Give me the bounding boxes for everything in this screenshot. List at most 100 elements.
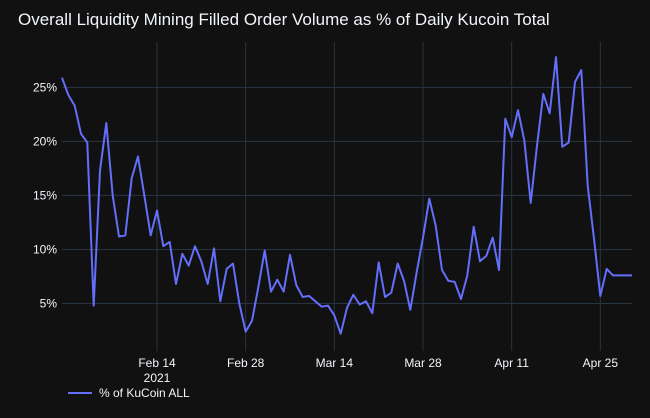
data-point[interactable]: [216, 297, 224, 305]
data-point[interactable]: [495, 266, 503, 274]
x-tick-label: Feb 14: [138, 356, 176, 370]
data-point[interactable]: [267, 288, 275, 296]
data-point[interactable]: [571, 78, 579, 86]
x-tick-sublabel: 2021: [144, 371, 171, 385]
data-point[interactable]: [254, 283, 262, 291]
data-point[interactable]: [77, 130, 85, 138]
data-point[interactable]: [71, 102, 79, 110]
data-point[interactable]: [413, 268, 421, 276]
data-point[interactable]: [210, 244, 218, 252]
data-point[interactable]: [546, 109, 554, 117]
data-point[interactable]: [577, 66, 585, 74]
data-point[interactable]: [90, 302, 98, 310]
grid: [62, 42, 632, 351]
data-point[interactable]: [457, 295, 465, 303]
data-point[interactable]: [375, 258, 383, 266]
legend-label: % of KuCoin ALL: [99, 386, 190, 400]
data-point[interactable]: [166, 238, 174, 246]
data-point[interactable]: [134, 153, 142, 161]
series-line: [61, 56, 632, 335]
data-point[interactable]: [451, 278, 459, 286]
data-point[interactable]: [419, 234, 427, 242]
data-point[interactable]: [527, 199, 535, 207]
data-point[interactable]: [520, 136, 528, 144]
x-tick-label: Feb 28: [227, 356, 265, 370]
data-point[interactable]: [280, 288, 288, 296]
data-point[interactable]: [584, 182, 592, 190]
y-tick-label: 25%: [33, 80, 57, 94]
data-point[interactable]: [178, 250, 186, 258]
data-point[interactable]: [432, 222, 440, 230]
data-point[interactable]: [590, 235, 598, 243]
data-point[interactable]: [191, 242, 199, 250]
data-point[interactable]: [286, 251, 294, 259]
data-point[interactable]: [121, 231, 129, 239]
data-point[interactable]: [204, 280, 212, 288]
y-tick-label: 15%: [33, 188, 57, 202]
legend[interactable]: % of KuCoin ALL: [68, 386, 190, 400]
data-point[interactable]: [96, 167, 104, 175]
data-point[interactable]: [596, 292, 604, 300]
data-point[interactable]: [368, 309, 376, 317]
data-point[interactable]: [261, 247, 269, 255]
data-point[interactable]: [565, 139, 573, 147]
data-point[interactable]: [140, 191, 148, 199]
y-tick-label: 10%: [33, 242, 57, 256]
data-point[interactable]: [223, 265, 231, 273]
data-point[interactable]: [58, 74, 66, 82]
data-point[interactable]: [235, 300, 243, 308]
chart-title: Overall Liquidity Mining Filled Order Vo…: [18, 10, 550, 29]
data-point[interactable]: [128, 174, 136, 182]
data-point[interactable]: [292, 281, 300, 289]
data-point[interactable]: [533, 142, 541, 150]
data-point[interactable]: [343, 304, 351, 312]
x-tick-label: Mar 14: [316, 356, 354, 370]
data-point[interactable]: [83, 139, 91, 147]
data-point[interactable]: [102, 119, 110, 127]
data-point[interactable]: [394, 260, 402, 268]
data-point[interactable]: [305, 292, 313, 300]
data-point[interactable]: [311, 297, 319, 305]
y-tick-label: 20%: [33, 134, 57, 148]
data-point[interactable]: [153, 207, 161, 215]
data-point[interactable]: [330, 311, 338, 319]
x-tick-label: Apr 25: [583, 356, 619, 370]
data-point[interactable]: [273, 276, 281, 284]
data-point[interactable]: [362, 297, 370, 305]
data-point[interactable]: [438, 266, 446, 274]
data-point[interactable]: [337, 330, 345, 338]
data-point[interactable]: [400, 277, 408, 285]
data-point[interactable]: [508, 133, 516, 141]
data-point[interactable]: [425, 195, 433, 203]
data-point[interactable]: [476, 257, 484, 265]
data-point[interactable]: [514, 106, 522, 114]
data-point[interactable]: [489, 234, 497, 242]
x-tick-label: Mar 28: [404, 356, 442, 370]
data-point[interactable]: [470, 223, 478, 231]
data-point[interactable]: [197, 257, 205, 265]
data-point[interactable]: [501, 115, 509, 123]
data-point[interactable]: [172, 280, 180, 288]
data-point[interactable]: [248, 317, 256, 325]
data-point[interactable]: [64, 91, 72, 99]
data-point[interactable]: [628, 271, 636, 279]
data-point[interactable]: [482, 252, 490, 260]
data-point[interactable]: [349, 291, 357, 299]
data-point[interactable]: [109, 191, 117, 199]
data-point[interactable]: [185, 262, 193, 270]
data-point[interactable]: [406, 306, 414, 314]
data-point[interactable]: [463, 271, 471, 279]
plot-area: [58, 53, 636, 338]
data-point[interactable]: [552, 53, 560, 61]
data-point[interactable]: [324, 302, 332, 310]
data-point[interactable]: [147, 231, 155, 239]
data-point[interactable]: [242, 328, 250, 336]
data-point[interactable]: [603, 265, 611, 273]
x-tick-label: Apr 11: [494, 356, 529, 370]
data-point[interactable]: [229, 260, 237, 268]
data-point[interactable]: [387, 289, 395, 297]
data-point[interactable]: [539, 90, 547, 98]
